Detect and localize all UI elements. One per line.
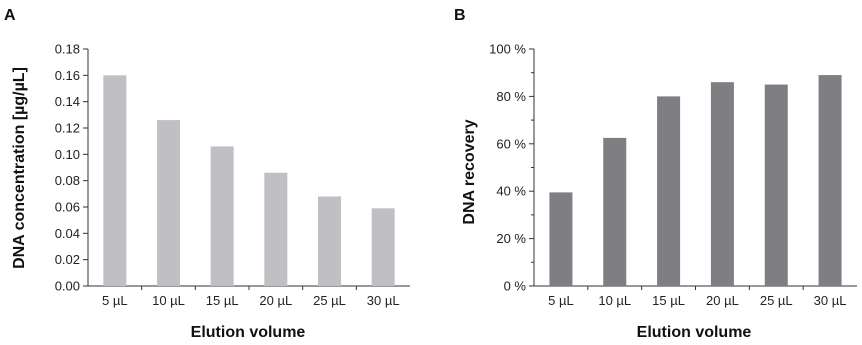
panel-b-y-tick-label: 20 % xyxy=(496,231,526,246)
panel-a-y-tick-label: 0.04 xyxy=(55,226,80,241)
panel-b-x-tick-label: 20 µL xyxy=(706,293,739,308)
panel-b: B DNA recovery Elution volume 0 % 20 % 40 … xyxy=(454,7,857,341)
panel-b-y-tick-label: 60 % xyxy=(496,136,526,151)
panel-a-letter: A xyxy=(4,7,16,24)
panel-a-bar xyxy=(157,120,180,286)
panel-b-x-tick-label: 25 µL xyxy=(760,293,793,308)
panel-b-y-tick-label: 0 % xyxy=(504,279,527,294)
panel-b-letter: B xyxy=(454,7,466,24)
panel-b-bar xyxy=(549,192,573,286)
panel-a-plot-area: 0.00 0.02 0.04 0.06 0.08 0.10 0.12 0.14 0.16 0.18… xyxy=(55,42,410,308)
panel-a-y-tick-label: 0.02 xyxy=(55,252,80,267)
panel-a-bar xyxy=(371,208,395,286)
panel-a-bar xyxy=(318,196,341,286)
panel-b-bar xyxy=(764,84,788,286)
panel-b-y-tick-label: 80 % xyxy=(496,89,526,104)
panel-a: A DNA concentration [µg/µL] Elution volu… xyxy=(4,7,410,341)
panel-a-y-tick-label: 0.00 xyxy=(55,279,80,294)
panel-a-bar xyxy=(264,172,288,286)
panel-a-y-tick-label: 0.16 xyxy=(55,68,80,83)
panel-a-y-tick-label: 0.12 xyxy=(55,121,80,136)
panel-a-x-tick-label: 30 µL xyxy=(367,293,400,308)
panel-b-bar xyxy=(818,75,842,286)
panel-b-x-tick-label: 30 µL xyxy=(814,293,847,308)
panel-b-y-tick-label: 40 % xyxy=(496,184,526,199)
panel-a-x-tick-label: 5 µL xyxy=(102,293,128,308)
panel-b-y-tick-label: 100 % xyxy=(489,42,526,57)
panel-b-plot-area: 0 % 20 % 40 % 60 % 80 % 100 % 5 µL 10 µL 15 µL 20… xyxy=(489,42,857,308)
panel-b-x-tick-label: 15 µL xyxy=(652,293,685,308)
panel-b-bar xyxy=(603,137,627,286)
panel-a-bar xyxy=(103,75,127,286)
panel-a-y-tick-label: 0.14 xyxy=(55,94,80,109)
panel-a-y-tick-label: 0.08 xyxy=(55,173,80,188)
panel-a-y-tick-label: 0.18 xyxy=(55,42,80,57)
panel-a-y-tick-label: 0.06 xyxy=(55,200,80,215)
panel-b-x-tick-label: 10 µL xyxy=(598,293,631,308)
panel-a-x-tick-label: 10 µL xyxy=(152,293,185,308)
panel-b-bar xyxy=(657,96,681,287)
panel-b-x-tick-label: 5 µL xyxy=(548,293,574,308)
panel-a-bar xyxy=(210,146,234,286)
panel-a-y-tick-label: 0.10 xyxy=(55,147,80,162)
panel-a-y-axis-title: DNA concentration [µg/µL] xyxy=(11,67,28,269)
panel-a-x-tick-label: 15 µL xyxy=(206,293,239,308)
panel-a-x-tick-label: 20 µL xyxy=(259,293,292,308)
panel-a-x-axis-title: Elution volume xyxy=(191,324,306,341)
panel-b-x-axis-title: Elution volume xyxy=(637,324,752,341)
panel-b-bar xyxy=(710,82,734,287)
panel-b-y-axis-title: DNA recovery xyxy=(461,119,478,224)
panel-a-x-tick-label: 25 µL xyxy=(313,293,346,308)
